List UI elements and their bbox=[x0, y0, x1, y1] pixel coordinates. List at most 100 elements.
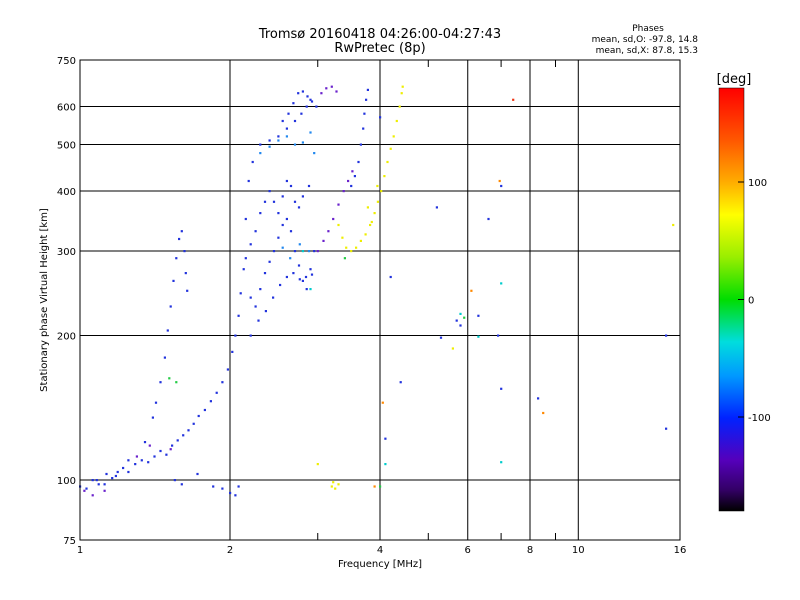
data-point bbox=[347, 179, 350, 183]
data-point bbox=[342, 190, 345, 193]
data-point bbox=[297, 92, 300, 95]
data-point bbox=[259, 288, 262, 291]
data-point bbox=[665, 334, 668, 337]
data-point bbox=[322, 239, 325, 242]
data-point bbox=[400, 92, 403, 95]
data-point bbox=[477, 314, 480, 317]
data-point bbox=[272, 200, 276, 203]
data-point bbox=[392, 135, 395, 138]
data-point bbox=[171, 444, 174, 447]
data-point bbox=[363, 112, 366, 115]
data-point bbox=[135, 455, 138, 458]
colorbar-tick-label: 100 bbox=[748, 178, 767, 189]
data-point bbox=[184, 272, 187, 275]
data-point bbox=[380, 190, 383, 193]
data-point bbox=[306, 95, 309, 98]
data-point bbox=[289, 257, 292, 260]
data-point bbox=[134, 463, 137, 466]
data-point bbox=[251, 160, 254, 164]
data-point bbox=[301, 279, 304, 282]
data-point bbox=[293, 250, 297, 253]
data-point bbox=[389, 147, 392, 150]
data-point bbox=[122, 466, 125, 470]
data-point bbox=[116, 470, 119, 474]
data-point bbox=[249, 334, 252, 337]
data-point bbox=[500, 184, 503, 188]
data-point bbox=[166, 329, 169, 332]
y-tick-labels: 75 100 200 300 400 500 600 750 bbox=[57, 56, 76, 547]
data-point bbox=[242, 268, 245, 271]
data-point bbox=[105, 472, 108, 476]
data-point bbox=[341, 236, 344, 239]
data-point bbox=[327, 230, 330, 233]
colorbar-label: [deg] bbox=[717, 72, 752, 87]
data-point bbox=[316, 463, 319, 466]
colorbar-tick-label: -100 bbox=[748, 413, 771, 424]
data-point bbox=[337, 223, 340, 227]
data-point bbox=[542, 411, 545, 415]
data-point bbox=[395, 119, 398, 123]
data-point bbox=[91, 494, 94, 497]
data-point bbox=[175, 381, 178, 384]
data-point bbox=[379, 116, 382, 119]
x-tick-labels: 1 2 4 6 8 10 16 bbox=[77, 545, 687, 556]
data-point bbox=[234, 334, 237, 337]
data-point bbox=[313, 152, 316, 155]
data-point bbox=[497, 334, 500, 337]
data-point bbox=[439, 336, 443, 339]
data-point bbox=[285, 135, 288, 138]
data-point bbox=[307, 184, 311, 188]
y-tick-label: 400 bbox=[57, 187, 76, 198]
data-point bbox=[463, 316, 466, 319]
data-point bbox=[281, 195, 284, 198]
x-tick-label: 16 bbox=[674, 545, 687, 556]
data-point bbox=[297, 206, 301, 209]
data-point bbox=[140, 459, 143, 462]
data-point bbox=[172, 279, 175, 282]
data-point bbox=[293, 143, 297, 146]
data-point bbox=[173, 479, 176, 482]
data-point bbox=[268, 139, 271, 142]
y-tick-label: 100 bbox=[57, 476, 76, 487]
x-axis-label: Frequency [MHz] bbox=[338, 559, 422, 570]
data-point bbox=[309, 98, 312, 101]
data-point bbox=[231, 350, 234, 353]
data-point bbox=[335, 90, 338, 93]
data-point bbox=[159, 381, 162, 384]
data-point bbox=[398, 105, 401, 108]
data-point bbox=[178, 237, 181, 241]
data-point bbox=[304, 275, 308, 279]
data-point bbox=[151, 416, 154, 419]
data-point bbox=[287, 112, 290, 115]
data-point bbox=[435, 206, 438, 209]
data-point bbox=[301, 250, 304, 253]
data-point bbox=[292, 272, 295, 275]
data-point bbox=[301, 90, 304, 93]
data-point bbox=[355, 246, 358, 249]
data-point bbox=[203, 408, 206, 412]
data-point bbox=[263, 200, 267, 203]
data-point bbox=[192, 422, 195, 425]
data-point bbox=[279, 283, 282, 287]
data-point bbox=[337, 203, 340, 206]
data-point bbox=[345, 246, 348, 249]
data-point bbox=[401, 85, 404, 88]
data-point bbox=[234, 494, 237, 497]
data-point bbox=[268, 260, 271, 263]
x-tick-label: 4 bbox=[377, 545, 383, 556]
x-tick-label: 6 bbox=[465, 545, 471, 556]
data-point bbox=[386, 160, 389, 164]
data-point bbox=[91, 479, 94, 482]
data-point bbox=[186, 289, 189, 292]
data-point bbox=[310, 273, 314, 276]
data-point bbox=[310, 100, 314, 103]
y-tick-label: 500 bbox=[57, 141, 76, 152]
data-point bbox=[337, 483, 340, 486]
data-point bbox=[309, 131, 312, 134]
data-point bbox=[301, 141, 304, 144]
data-point bbox=[384, 463, 387, 466]
data-point bbox=[221, 381, 224, 384]
data-point bbox=[254, 230, 257, 233]
data-point bbox=[239, 292, 242, 295]
data-point bbox=[226, 368, 229, 371]
